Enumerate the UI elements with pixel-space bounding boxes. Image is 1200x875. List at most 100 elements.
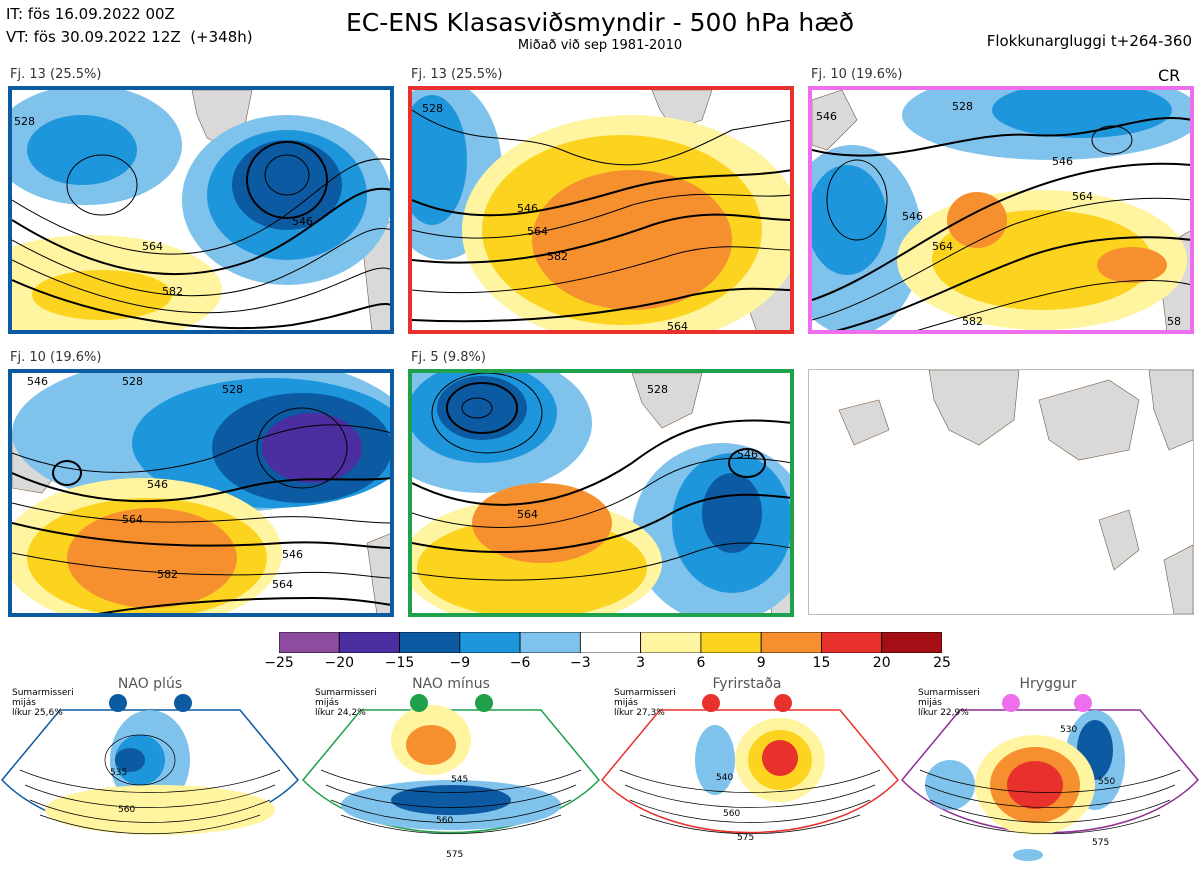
regime-contour-label: 560 [118,805,135,815]
regime-contour-label: 540 [716,773,733,783]
contour-label: 564 [1072,190,1093,203]
regime-nao-plus: 535 560 [0,690,300,871]
colorbar-tick-label: 15 [812,655,831,671]
contour-label: 564 [122,513,143,526]
colorbar-tick-label: −3 [570,655,591,671]
regime-info-nao-plus: Sumarmisseri mijás líkur 25,6% [12,688,74,718]
panel-1-label: Fj. 13 (25.5%) [10,67,102,82]
regime-contour-label: 575 [446,850,463,860]
colorbar-tick-label: 9 [756,655,766,671]
colorbar-bin [338,631,400,654]
colorbar-tick-label: −15 [384,655,415,671]
colorbar-tick-label: 20 [872,655,891,671]
page-subtitle: Miðað við sep 1981-2010 [517,38,683,53]
height-contours [12,141,390,329]
height-contours [412,109,790,323]
greenland-landmass [838,370,1193,614]
regime-contour-label: 560 [723,809,740,819]
contour-label: 546 [147,478,168,491]
anomaly-shading [12,373,390,613]
contour-label: 582 [162,285,183,298]
colorbar-bin [399,631,461,654]
colorbar-bin [278,631,340,654]
cluster-map-5: 528 546 564 [408,369,794,617]
panel-3-label: Fj. 10 (19.6%) [811,67,903,82]
colorbar-bin [700,631,762,654]
contour-label: 528 [647,383,668,396]
colorbar-tick-label: −9 [449,655,471,671]
colorbar-bin [881,631,943,654]
anomaly-shading [812,90,1190,330]
regime-blocking: 540 560 575 [600,690,900,871]
empty-map [808,369,1194,615]
colorbar-tick-label: 25 [933,655,951,671]
panel-4-label: Fj. 10 (19.6%) [10,350,102,365]
regime-info-nao-minus: Sumarmisseri mijás líkur 24,2% [315,688,377,718]
regime-nao-minus: 545 560 575 [301,690,601,871]
cluster-map-3: 528 546 546 564 546 564 582 58 [808,86,1194,334]
colorbar-bins [278,631,943,654]
regime-contour-label: 575 [1092,838,1109,848]
page-title: EC-ENS Klasasviðsmyndir - 500 hPa hæð [345,8,855,37]
contour-label: 564 [527,225,548,238]
contour-label: 546 [517,202,538,215]
contour-label: 564 [517,508,538,521]
anomaly-shading [412,90,790,330]
contour-label: 546 [902,210,923,223]
regime-ridge: 530 550 575 [900,690,1200,871]
contour-label: 546 [282,548,303,561]
panel-3-tag: CR [1158,66,1181,85]
colorbar-tick-label: −25 [264,655,294,671]
anomaly-shading [12,90,390,330]
colorbar [278,631,943,654]
regime-title-ridge: Hryggur [1019,676,1077,692]
colorbar-bin [821,631,883,654]
regime-contour-label: 550 [1098,777,1115,787]
regime-contour-label: 530 [1060,725,1077,735]
colorbar-tick-label: −20 [324,655,355,671]
contour-label: 528 [952,100,973,113]
contour-label: 528 [14,115,35,128]
contour-label: 528 [222,383,243,396]
colorbar-tick-label: 3 [636,655,646,671]
colorbar-bin [519,631,581,654]
contour-label: 564 [142,240,163,253]
contour-label: 546 [27,375,48,388]
colorbar-tick-label: −6 [509,655,531,671]
colorbar-bin [579,631,642,654]
height-contours [412,373,790,581]
classification-window: Flokkunargluggi t+264-360 [986,32,1192,50]
regime-contour-label: 545 [451,775,468,785]
regime-contour-label: 575 [737,833,754,843]
contour-label: 58 [1167,315,1181,328]
panel-5-label: Fj. 5 (9.8%) [411,350,486,365]
contour-label: 546 [292,215,313,228]
contour-label: 564 [667,320,688,332]
contour-label: 528 [122,375,143,388]
height-contours [12,407,390,613]
contour-label: 546 [737,448,758,461]
regime-info-blocking: Sumarmisseri mijás líkur 27,3% [614,688,676,718]
cluster-map-2: 528 546 564 582 564 [408,86,794,334]
init-time: IT: fös 16.09.2022 00Z [6,5,175,23]
colorbar-tick-label: 6 [696,655,706,671]
contour-label: 528 [422,102,443,115]
cluster-map-1: 528 546 564 582 [8,86,394,334]
contour-label: 546 [1052,155,1073,168]
contour-label: 582 [547,250,568,263]
colorbar-bin [760,631,822,654]
contour-label: 582 [962,315,983,328]
height-contours [812,116,1190,330]
regime-title-nao-plus: NAO plús [117,676,183,692]
colorbar-bin [640,631,702,654]
regime-contour-label: 560 [436,816,453,826]
regime-title-nao-minus: NAO mínus [412,676,490,692]
colorbar-bin [459,631,521,654]
regime-title-blocking: Fyrirstaða [712,676,782,692]
anomaly-shading [412,373,790,613]
contour-label: 582 [157,568,178,581]
panel-2-label: Fj. 13 (25.5%) [411,67,503,82]
cluster-map-4: 546 528 528 546 564 546 582 564 [8,369,394,617]
contour-label: 564 [272,578,293,591]
regime-info-ridge: Sumarmisseri mijás líkur 22,9% [918,688,980,718]
